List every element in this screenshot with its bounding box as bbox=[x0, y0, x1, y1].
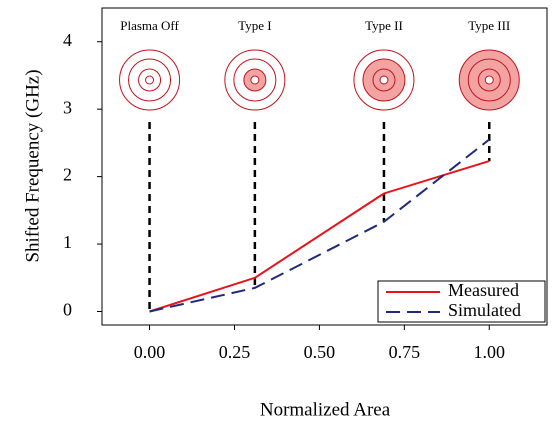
icon-ring bbox=[224, 49, 286, 111]
icon-ring bbox=[128, 58, 172, 102]
x-tick-label: 0.75 bbox=[389, 342, 421, 362]
y-axis-title: Shifted Frequency (GHz) bbox=[22, 69, 43, 262]
legend-box bbox=[377, 280, 546, 323]
legend-label: Measured bbox=[448, 280, 519, 300]
x-tick-label: 0.00 bbox=[134, 342, 166, 362]
icon-center bbox=[250, 75, 260, 85]
x-tick-label: 0.25 bbox=[219, 342, 251, 362]
icon-ring bbox=[353, 49, 415, 111]
icon-ring bbox=[467, 58, 511, 102]
annotation-label: Type I bbox=[238, 18, 271, 33]
plot-frame bbox=[101, 7, 548, 326]
icon-center bbox=[379, 75, 389, 85]
x-axis-title: Normalized Area bbox=[260, 399, 391, 420]
icon-ring bbox=[233, 58, 277, 102]
y-tick-label: 3 bbox=[63, 97, 72, 117]
legend-label: Simulated bbox=[448, 300, 521, 320]
icon-ring bbox=[138, 68, 162, 92]
icon-ring bbox=[458, 49, 520, 111]
x-tick-label: 0.50 bbox=[304, 342, 336, 362]
series-line bbox=[149, 138, 490, 313]
icon-ring bbox=[243, 68, 267, 92]
x-tick-label: 1.00 bbox=[474, 342, 506, 362]
icon-ring bbox=[477, 68, 501, 92]
icon-center bbox=[145, 75, 155, 85]
icon-center bbox=[484, 75, 494, 85]
y-tick-label: 4 bbox=[63, 30, 72, 50]
series-line bbox=[149, 160, 490, 313]
y-tick-label: 0 bbox=[63, 300, 72, 320]
y-tick-label: 2 bbox=[63, 165, 72, 185]
annotation-label: Type III bbox=[468, 18, 510, 33]
y-tick-label: 1 bbox=[63, 232, 72, 252]
annotation-label: Plasma Off bbox=[120, 18, 179, 33]
annotation-label: Type II bbox=[365, 18, 403, 33]
icon-ring bbox=[119, 49, 181, 111]
icon-ring bbox=[362, 58, 406, 102]
icon-ring bbox=[372, 68, 396, 92]
